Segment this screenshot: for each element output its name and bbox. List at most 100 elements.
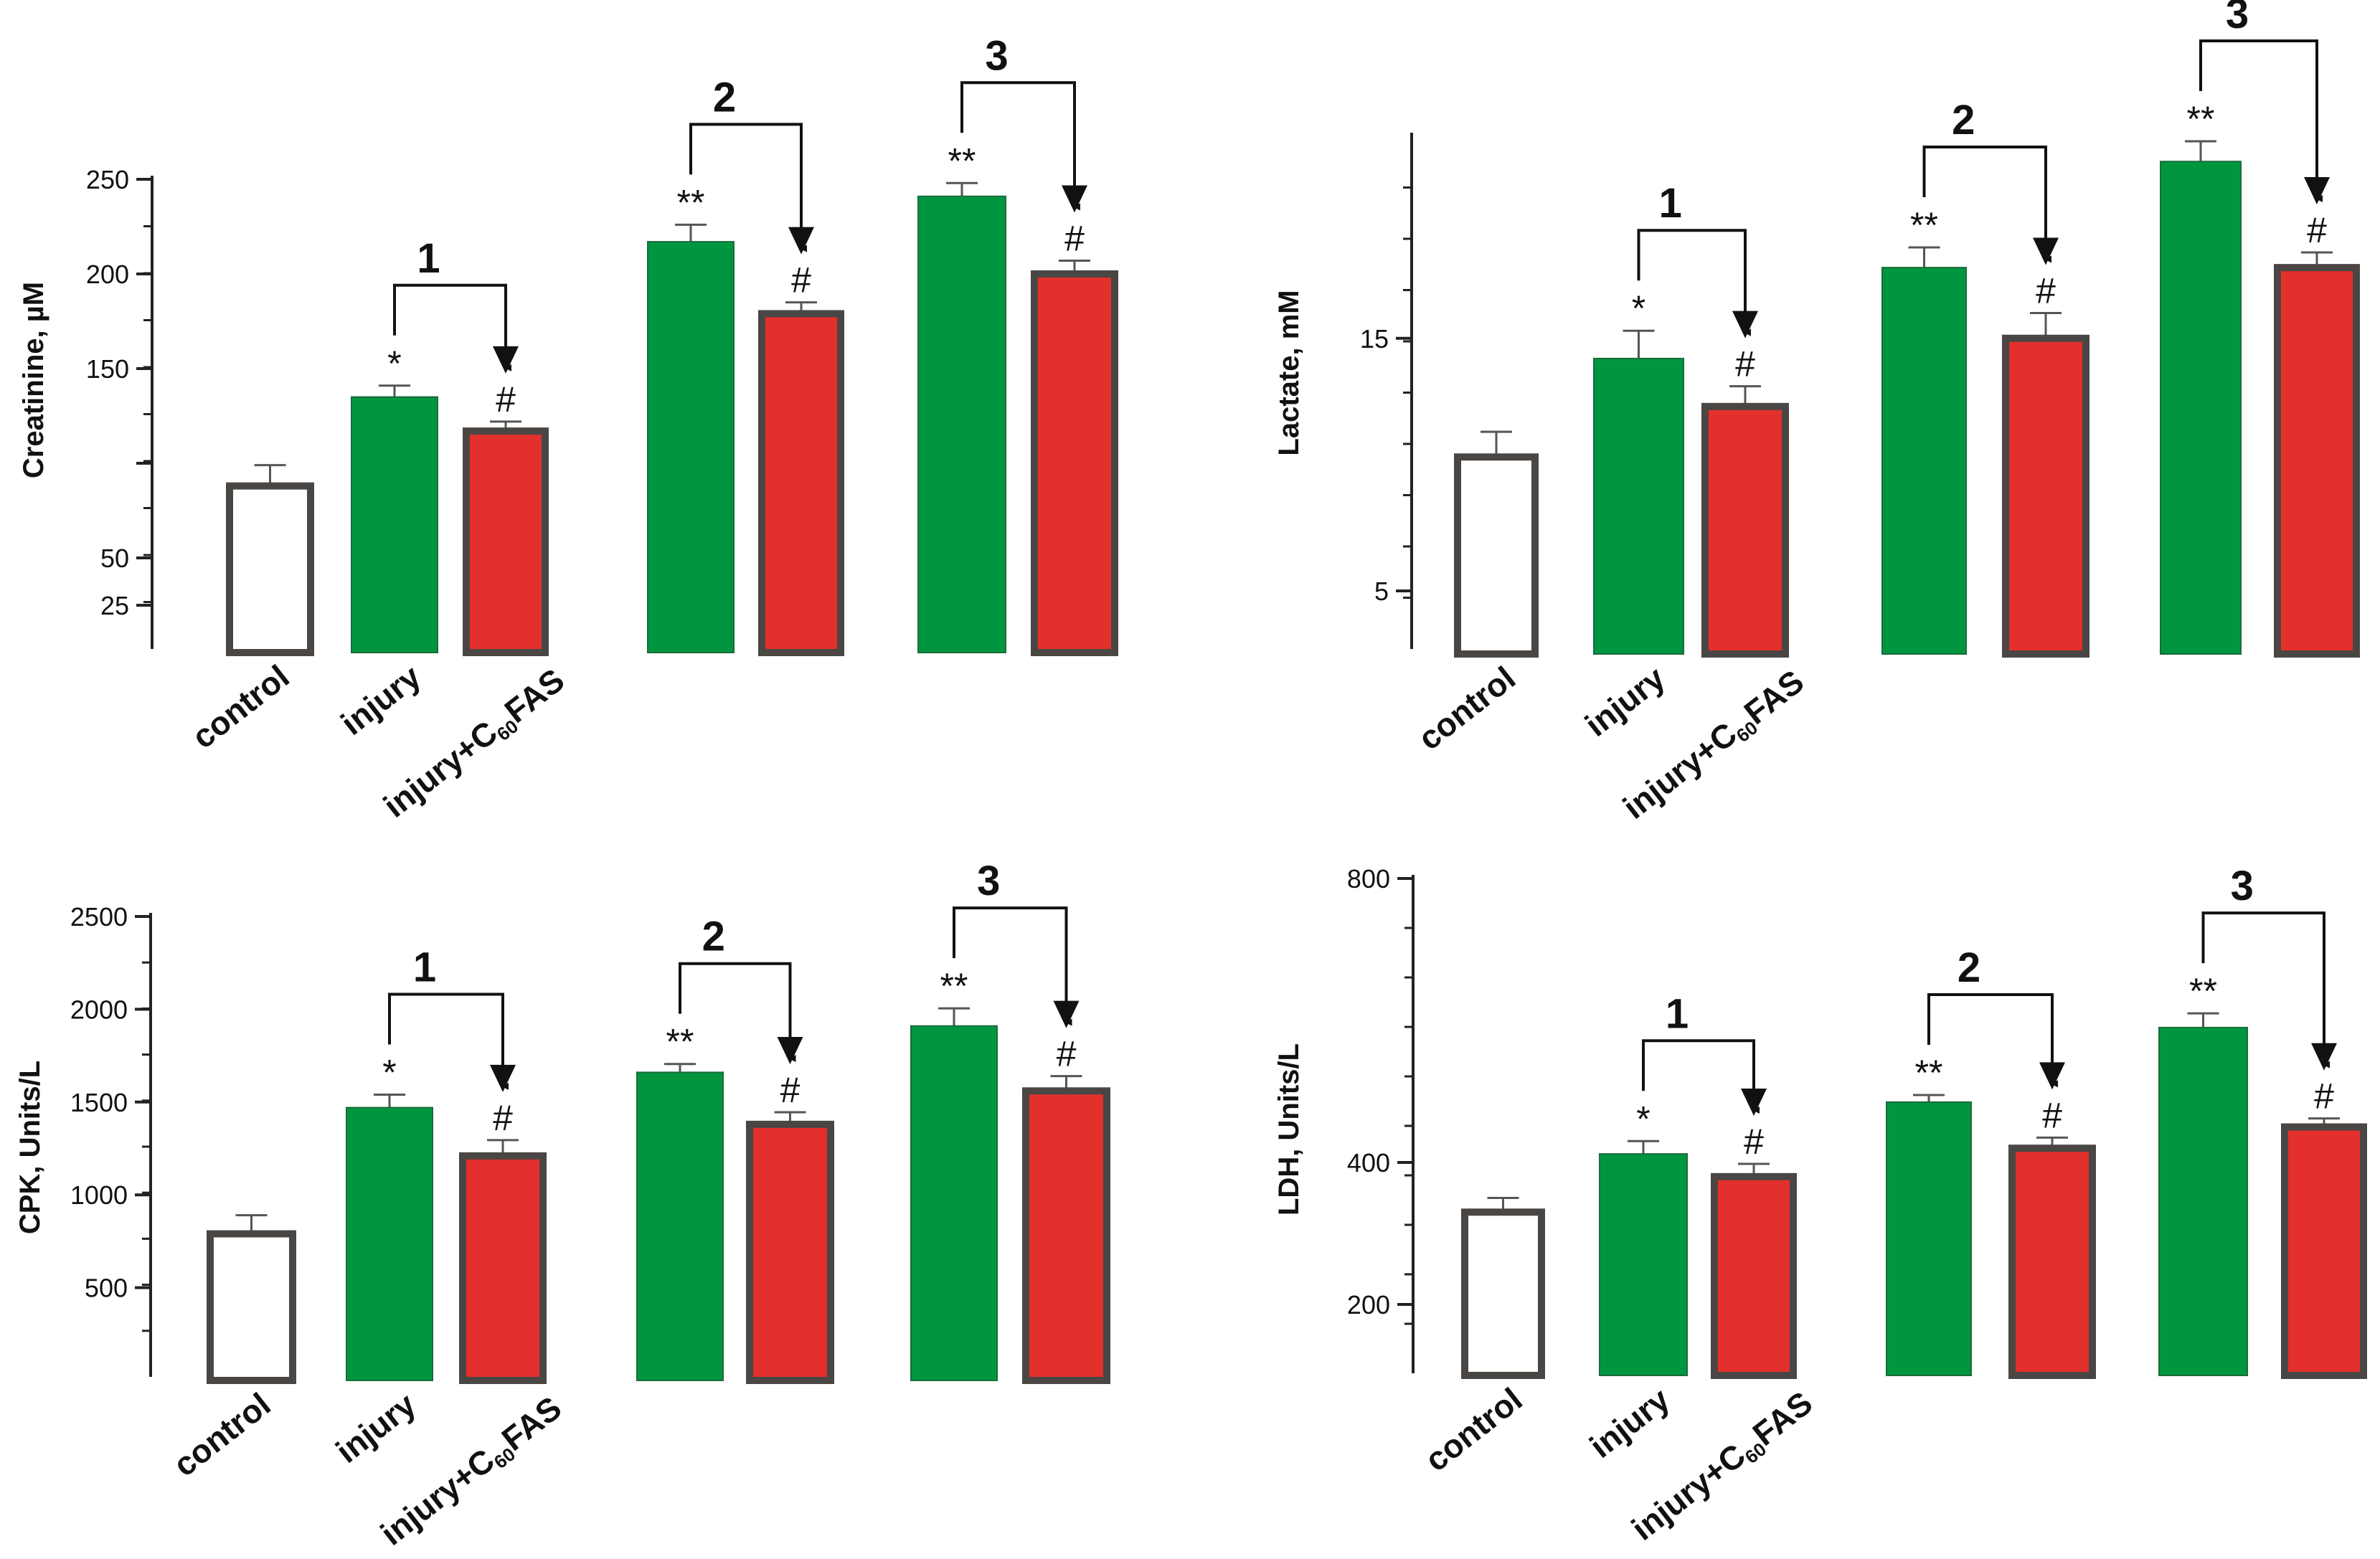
arrow-head — [2033, 237, 2059, 265]
comparison-arrow — [1637, 229, 1751, 336]
c60-bar — [758, 310, 844, 656]
c60-label-prefix: injury+C — [1625, 1436, 1752, 1548]
y-tick-label: 15 — [1360, 324, 1389, 354]
comparison-arrow — [1642, 1039, 1760, 1114]
y-tick-label: 150 — [86, 354, 129, 384]
y-tick-label: 5 — [1374, 577, 1389, 606]
category-label-control: control — [166, 1385, 278, 1484]
arrow-head — [1732, 311, 1758, 338]
injury-bar — [1886, 1101, 1972, 1376]
arrow-head — [777, 1037, 803, 1065]
category-label-injury: injury — [334, 658, 428, 742]
control-bar — [1454, 453, 1539, 658]
category-label-injury: injury — [329, 1385, 422, 1470]
c60-significance-label: # — [1735, 344, 1755, 384]
c60-significance-label: # — [2307, 210, 2327, 250]
chart-creatinine: 25 50 150 200 250 Creatinine, µM * #1 ** #2 ** #3 co… — [18, 32, 1118, 825]
c60-bar — [1711, 1172, 1797, 1380]
group-number-label: 2 — [713, 74, 736, 120]
arrow-head — [2304, 177, 2330, 205]
group-number-label: 2 — [702, 914, 725, 960]
c60-significance-label: # — [1064, 219, 1085, 259]
control-bar — [226, 482, 314, 656]
arrow-head — [493, 346, 519, 374]
group-number-label: 1 — [417, 235, 440, 282]
c60-significance-label: # — [2036, 271, 2056, 311]
y-tick-label: 800 — [1347, 864, 1390, 894]
category-label-injury: injury — [1578, 659, 1672, 744]
y-tick-label: 1500 — [70, 1088, 128, 1117]
injury-bar — [1599, 1153, 1688, 1376]
comparison-arrow — [2199, 39, 2323, 203]
group-number-label: 3 — [985, 32, 1008, 79]
c60-bar — [459, 1152, 547, 1385]
c60-bar — [1022, 1087, 1110, 1384]
group-number-label: 3 — [2226, 0, 2249, 37]
chart-lactate: 5 15 Lactate, mM * #1 ** #2 ** #3 control injuryin… — [1273, 0, 2360, 826]
group-number-label: 1 — [1666, 990, 1689, 1037]
injury-significance-label: ** — [948, 141, 976, 181]
y-axis-label: CPK, Units/L — [14, 1061, 46, 1234]
group-number-label: 1 — [413, 944, 436, 990]
c60-significance-label: # — [2042, 1095, 2062, 1135]
c60-bar — [2002, 334, 2089, 658]
injury-bar — [647, 241, 735, 653]
arrow-head — [490, 1064, 516, 1092]
arrow-head — [1062, 185, 1087, 213]
injury-significance-label: * — [1632, 288, 1645, 328]
c60-significance-label: # — [493, 1098, 513, 1138]
injury-bar — [1881, 267, 1967, 655]
c60-bar — [2274, 264, 2360, 658]
injury-significance-label: ** — [1915, 1053, 1943, 1093]
comparison-arrow — [679, 962, 796, 1063]
category-label-control: control — [185, 658, 296, 756]
injury-significance-label: ** — [2187, 99, 2215, 139]
comparison-arrow — [1922, 145, 2051, 263]
c60-significance-label: # — [2314, 1076, 2334, 1117]
arrow-head — [788, 227, 814, 255]
injury-significance-label: ** — [940, 966, 968, 1006]
group-number-label: 2 — [1958, 944, 1980, 991]
injury-bar — [917, 195, 1006, 653]
y-tick-label: 50 — [100, 544, 129, 573]
y-tick-label: 500 — [85, 1274, 128, 1303]
injury-bar — [351, 396, 438, 653]
y-tick-label: 25 — [100, 591, 129, 620]
y-tick-label: 1000 — [70, 1180, 128, 1210]
y-tick-label: 2000 — [70, 995, 128, 1024]
y-tick-label: 2500 — [70, 902, 128, 932]
c60-significance-label: # — [791, 260, 811, 300]
comparison-arrow — [2201, 911, 2330, 1068]
injury-bar — [2158, 1026, 2248, 1377]
c60-significance-label: # — [780, 1070, 801, 1110]
c60-bar — [746, 1120, 834, 1384]
control-bar — [1461, 1208, 1545, 1380]
category-label-injury: injury — [1582, 1380, 1676, 1465]
injury-significance-label: * — [382, 1052, 396, 1092]
injury-significance-label: ** — [2189, 971, 2217, 1011]
comparison-arrow — [960, 81, 1080, 211]
injury-significance-label: ** — [677, 182, 705, 222]
c60-label-prefix: injury+C — [374, 1441, 501, 1553]
injury-significance-label: ** — [666, 1022, 694, 1062]
group-number-label: 3 — [977, 858, 1000, 904]
y-tick-label: 250 — [86, 165, 129, 194]
arrow-head — [2039, 1062, 2065, 1090]
comparison-arrow — [689, 123, 807, 252]
c60-bar — [1031, 270, 1118, 656]
y-axis-label: LDH, Units/L — [1273, 1043, 1305, 1216]
c60-significance-label: # — [496, 379, 516, 420]
c60-bar — [2281, 1123, 2367, 1379]
chart-ldh: 200 400 800 LDH, Units/L * #1 ** #2 ** #3 control i… — [1273, 863, 2367, 1548]
y-axis-label: Lactate, mM — [1273, 290, 1305, 455]
injury-bar — [1593, 357, 1684, 655]
arrow-head — [1053, 1000, 1080, 1028]
c60-label-prefix: injury+C — [377, 714, 504, 825]
c60-bar — [2008, 1145, 2096, 1379]
c60-label-prefix: injury+C — [1616, 715, 1744, 826]
comparison-arrow — [388, 992, 509, 1090]
chart-cpk: 500 1000 1500 2000 2500 CPK, Units/L * #1 ** #2 **… — [14, 858, 1110, 1553]
arrow-head — [2311, 1043, 2337, 1071]
group-number-label: 3 — [2231, 863, 2254, 909]
